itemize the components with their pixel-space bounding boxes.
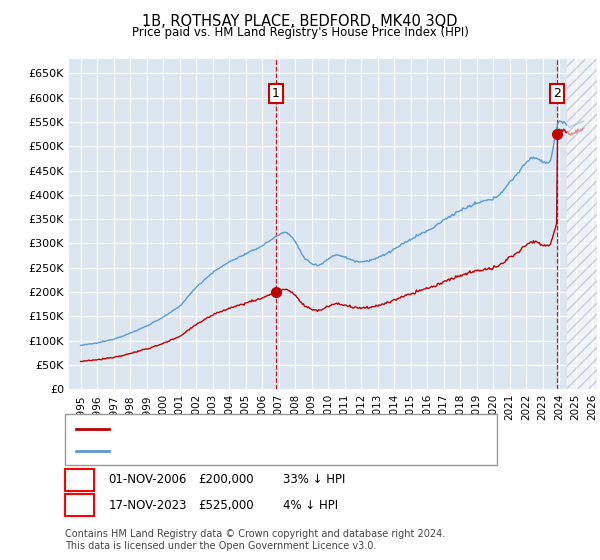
Text: £525,000: £525,000	[199, 498, 254, 512]
Text: 1B, ROTHSAY PLACE, BEDFORD, MK40 3QD (detached house): 1B, ROTHSAY PLACE, BEDFORD, MK40 3QD (de…	[116, 423, 458, 433]
Text: 01-NOV-2006: 01-NOV-2006	[109, 473, 187, 487]
Text: £200,000: £200,000	[199, 473, 254, 487]
Text: 1B, ROTHSAY PLACE, BEDFORD, MK40 3QD: 1B, ROTHSAY PLACE, BEDFORD, MK40 3QD	[142, 14, 458, 29]
Text: Price paid vs. HM Land Registry's House Price Index (HPI): Price paid vs. HM Land Registry's House …	[131, 26, 469, 39]
Text: 17-NOV-2023: 17-NOV-2023	[109, 498, 187, 512]
Text: Contains HM Land Registry data © Crown copyright and database right 2024.
This d: Contains HM Land Registry data © Crown c…	[65, 529, 445, 551]
Text: 2: 2	[75, 498, 83, 512]
Text: 4% ↓ HPI: 4% ↓ HPI	[283, 498, 338, 512]
Text: HPI: Average price, detached house, Bedford: HPI: Average price, detached house, Bedf…	[116, 446, 366, 456]
Text: 1: 1	[272, 87, 280, 100]
Text: 33% ↓ HPI: 33% ↓ HPI	[283, 473, 345, 487]
Text: 2: 2	[553, 87, 561, 100]
Text: 1: 1	[75, 473, 83, 487]
